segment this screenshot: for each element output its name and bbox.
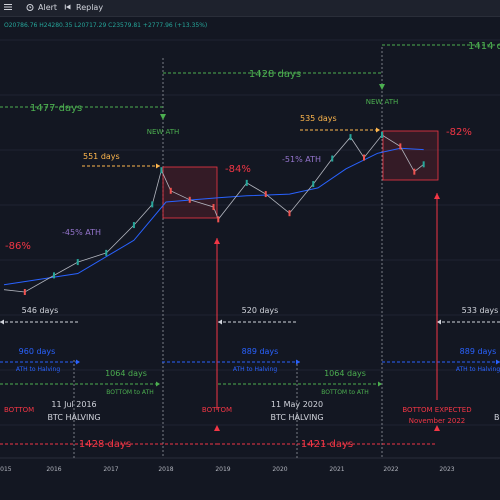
bottom-ath-label: BOTTOM to ATH [321,389,369,396]
ath-halving-arrow-head [296,359,300,365]
alert-label: Alert [38,3,58,12]
price-candle [264,191,267,198]
bottom-label: November 2022 [409,417,465,425]
bottom-cycle-head [214,425,220,431]
ath-halving-label: ATH to Halving [456,366,500,373]
drawdown-label: -84% [225,164,251,175]
price-candle [188,196,191,203]
price-candle [76,259,79,266]
price-candle [105,249,108,256]
ath-halving-arrow-head [76,359,80,365]
run-span-arrow-head [156,163,160,169]
x-tick-label: 2022 [383,466,398,473]
bottom-halving-arrow-head [0,319,4,325]
bottom-label: BOTTOM EXPECTED [402,406,471,414]
price-candle [217,216,220,223]
bottom-cycle-label: 1428 days [79,439,131,450]
bottom-ath-days: 1064 days [105,369,147,378]
ath-halving-days: 889 days [460,347,497,356]
ath-span-label: 1414 d [468,41,500,52]
bottom-halving-label: 546 days [22,306,59,315]
replay-label: Replay [76,3,104,12]
ath-span-label: 1477 days [30,103,82,114]
menu-icon [4,4,12,10]
price-candle [53,272,55,279]
bottom-halving-label: 520 days [242,306,279,315]
x-tick-label: 2018 [158,466,173,473]
mid-drawdown-label: -51% ATH [282,155,321,164]
new-ath-label: NEW ATH [366,98,399,106]
mid-drawdown-label: -45% ATH [62,228,101,237]
bottom-label: BOTTOM [202,406,232,414]
x-tick-label: 2016 [46,466,61,473]
bottom-halving-arrow-head [437,319,441,325]
price-candle [381,132,383,138]
x-tick-label: 2020 [272,466,287,473]
price-candle [413,168,416,175]
ath-arrow-head [160,114,166,120]
bottom-arrow-head [434,193,440,199]
price-candle [245,179,248,186]
ath-halving-days: 960 days [19,347,56,356]
ath-span-label: 1428 days [249,69,301,80]
bottom-halving-label: 533 days [462,306,499,315]
drawdown-label: -82% [446,127,472,138]
replay-button[interactable]: Replay [64,2,103,14]
menu-button[interactable] [4,2,16,14]
price-candle [23,289,26,295]
drawdown-label: -86% [5,241,31,252]
bottom-cycle-label: 1421 days [301,439,353,450]
x-tick-label: 2023 [439,466,454,473]
ath-halving-label: ATH to Halving [233,366,278,373]
price-candle [160,167,163,174]
x-tick-label: 2017 [103,466,118,473]
new-ath-label: NEW ATH [147,128,180,136]
price-candle [151,201,154,208]
halving-label: B [494,413,500,422]
price-candle [288,210,291,217]
x-tick-label: 2021 [329,466,344,473]
run-span-label: 551 days [83,152,120,161]
price-candle [169,187,172,194]
price-candle [312,181,315,188]
moving-average-line [3,147,424,286]
ath-halving-arrow-head [496,359,500,365]
replay-icon [64,4,71,10]
halving-label: BTC HALVING [270,413,323,422]
drawdown-box [382,130,439,181]
x-tick-label: 2015 [0,466,12,473]
bottom-label: BOTTOM [4,406,34,414]
ath-halving-label: ATH to Halving [16,366,61,373]
price-candle [331,155,334,162]
bottom-arrow-head [214,238,220,244]
halving-date: 11 May 2020 [271,400,323,409]
price-candle [422,161,425,168]
drawdown-box [162,166,218,219]
alert-button[interactable]: Alert [26,2,57,14]
bottom-cycle-head [434,425,440,431]
alarm-clock-icon [26,4,34,11]
price-candle [132,222,135,229]
ath-arrow-head [379,84,385,90]
bottom-ath-arrow-head [156,381,160,387]
price-candle [399,143,402,150]
bottom-ath-arrow-head [378,381,382,387]
ohlc-readout: O20786.76 H24280.35 L20717.29 C23579.81 … [4,22,208,29]
x-tick-label: 2019 [215,466,230,473]
halving-date: 11 Jul 2016 [51,400,96,409]
run-span-arrow-head [376,127,380,133]
ath-halving-days: 889 days [242,347,279,356]
bottom-ath-label: BOTTOM to ATH [106,389,154,396]
price-candle [212,204,215,211]
bottom-ath-days: 1064 days [324,369,366,378]
price-candle [349,134,352,141]
toolbar: Alert Replay [0,0,500,17]
bottom-halving-arrow-head [218,319,222,325]
price-candle [363,154,365,161]
run-span-label: 535 days [300,114,337,123]
halving-label: BTC HALVING [47,413,100,422]
